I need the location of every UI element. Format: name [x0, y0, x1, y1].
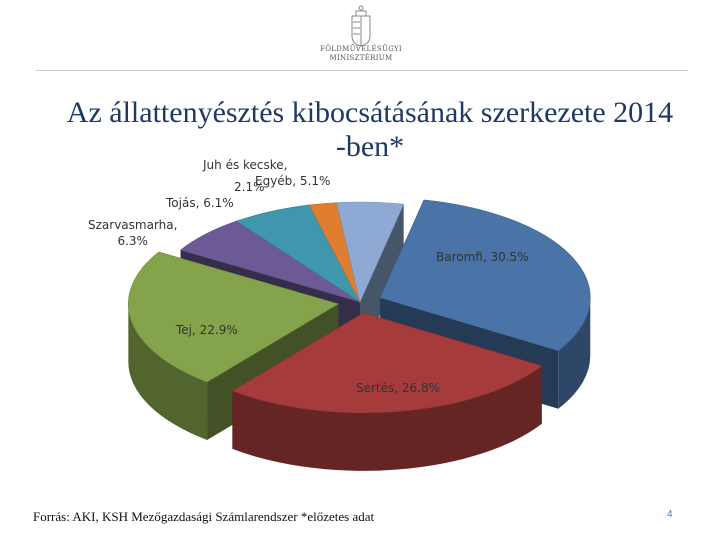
slice-tej — [128, 251, 340, 383]
label-egyeb: Egyéb, 5.1% — [255, 174, 331, 188]
chart-title-line-1: Az állattenyésztés kibocsátásának szerke… — [66, 96, 674, 129]
coat-of-arms-icon — [351, 5, 371, 47]
label-szarvasmarha: Szarvasmarha, 6.3% — [88, 217, 177, 249]
ministry-logo-text: FÖLDMŰVELÉSÜGYI MINISZTÉRIUM — [300, 45, 422, 63]
label-juh-es-kecske-value: 2.1% — [234, 180, 265, 194]
label-sertes: Sertés, 26.8% — [356, 381, 441, 395]
label-szarvasmarha-line-2: 6.3% — [117, 234, 148, 248]
chart-title: Az állattenyésztés kibocsátásának szerke… — [20, 96, 720, 164]
slice-egy-b — [336, 201, 405, 303]
page-number: 4 — [667, 509, 673, 520]
logo-line-1: FÖLDMŰVELÉSÜGYI — [320, 45, 402, 53]
logo-line-2: MINISZTÉRIUM — [329, 54, 393, 62]
label-baromfi: Baromfi, 30.5% — [436, 250, 529, 264]
slice-side-sert-s-0 — [232, 365, 542, 471]
header-divider — [36, 70, 688, 71]
source-note: Forrás: AKI, KSH Mezőgazdasági Számlaren… — [33, 509, 375, 524]
chart-title-line-2: -ben* — [335, 130, 405, 163]
label-juh-es-kecske: Juh és kecske, — [203, 158, 288, 172]
label-szarvasmarha-line-1: Szarvasmarha, — [88, 218, 178, 232]
slice-baromfi — [379, 199, 591, 352]
label-tojas: Tojás, 6.1% — [166, 196, 234, 210]
slice-sert-s — [231, 312, 543, 414]
slice-side-tej-0 — [128, 303, 208, 440]
label-tej: Tej, 22.9% — [176, 323, 238, 337]
